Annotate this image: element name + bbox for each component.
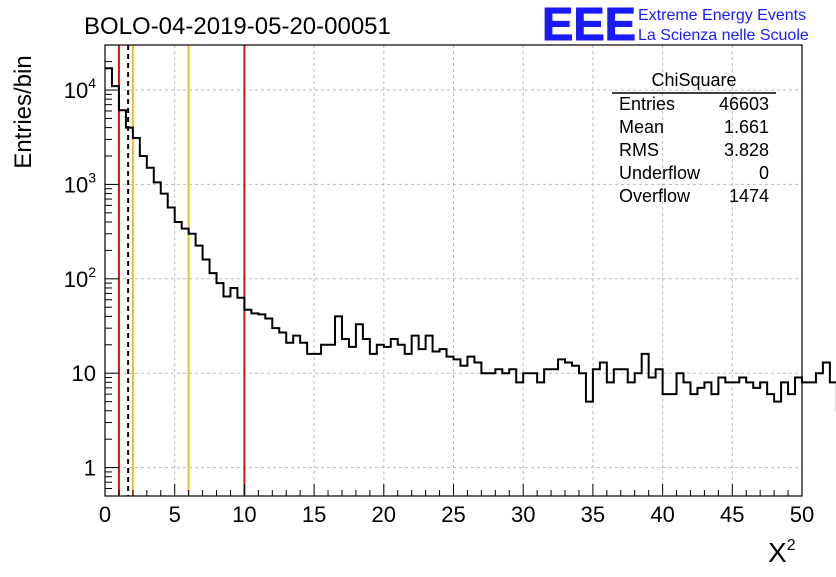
stats-rows: Entries 46603 Mean 1.661 RMS 3.828 Underflow 0 O… (619, 94, 769, 206)
stats-value: 46603 (719, 94, 769, 114)
stats-label: Mean (619, 117, 664, 137)
histogram-series (105, 67, 836, 412)
stats-value: 1474 (729, 186, 769, 206)
y-tick-label: 1 (84, 456, 96, 481)
y-tick-label-exponent: 2 (88, 264, 96, 280)
x-tick-label: 30 (511, 502, 535, 527)
x-tick-label: 25 (441, 502, 465, 527)
y-tick-label-base: 10 (64, 267, 88, 292)
x-tick-label: 35 (581, 502, 605, 527)
grid-lines (105, 45, 802, 496)
y-tick-label: 10 (72, 361, 96, 386)
stats-label: Entries (619, 94, 675, 114)
y-tick-label-exponent: 3 (88, 169, 96, 185)
y-tick-label-base: 10 (64, 172, 88, 197)
x-tick-label: 45 (720, 502, 744, 527)
y-axis-title: Entries/bin (10, 55, 37, 168)
marker-lines (117, 45, 246, 496)
stats-label: RMS (619, 140, 659, 160)
x-tick-label: 40 (650, 502, 674, 527)
stats-value: 0 (759, 163, 769, 183)
stats-label: Underflow (619, 163, 701, 183)
eee-logo: EEE Extreme Energy Events La Scienza nel… (542, 0, 809, 51)
stats-label: Overflow (619, 186, 691, 206)
y-tick-label-base: 10 (64, 78, 88, 103)
y-tick-label: 102 (64, 264, 96, 292)
x-tick-labels: 0 5 10 15 20 25 30 35 40 45 50 (99, 502, 814, 527)
x-tick-label: 5 (169, 502, 181, 527)
axis-ticks (104, 44, 803, 497)
logo-line-1: Extreme Energy Events (638, 7, 806, 24)
x-tick-label: 20 (372, 502, 396, 527)
y-tick-label-exponent: 4 (88, 75, 96, 91)
stats-box: ChiSquare Entries 46603 Mean 1.661 RMS 3.828 U… (612, 70, 776, 206)
y-tick-label: 104 (64, 75, 96, 103)
x-axis-title: X2 (768, 537, 796, 568)
x-tick-label: 0 (99, 502, 111, 527)
y-tick-label: 103 (64, 169, 96, 197)
x-tick-label: 50 (790, 502, 814, 527)
logo-line-2: La Scienza nelle Scuole (638, 27, 809, 44)
logo-letters: EEE (542, 0, 636, 50)
run-title: BOLO-04-2019-05-20-00051 (84, 13, 391, 40)
x-tick-label: 10 (232, 502, 256, 527)
stats-value: 1.661 (724, 117, 769, 137)
x-tick-label: 15 (302, 502, 326, 527)
stats-title: ChiSquare (651, 70, 736, 90)
stats-value: 3.828 (724, 140, 769, 160)
